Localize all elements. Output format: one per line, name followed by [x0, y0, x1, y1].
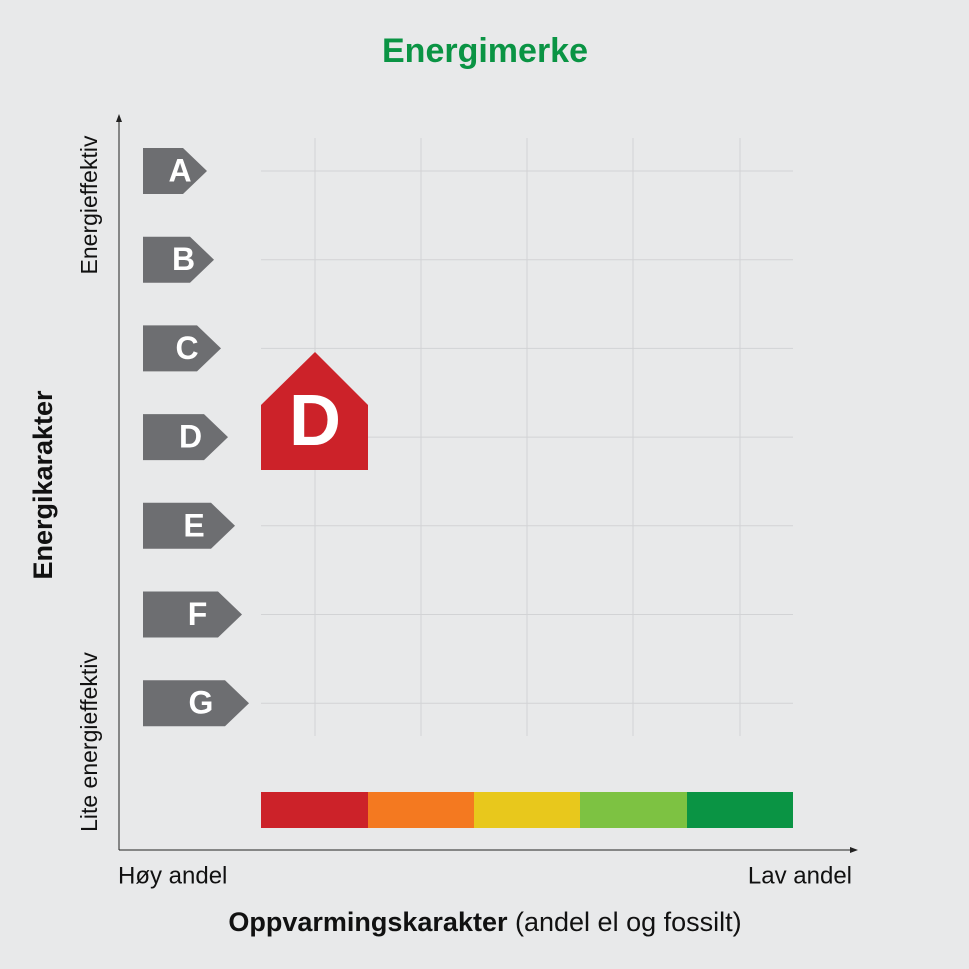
y-bottom-label: Lite energieffektiv: [76, 652, 102, 832]
energy-arrow: [143, 325, 221, 372]
title: Energimerke: [382, 32, 588, 70]
heating-segment: [368, 792, 474, 828]
energy-arrow: [143, 236, 214, 283]
y-top-label: Energieffektiv: [76, 135, 102, 274]
x-right-label: Lav andel: [748, 862, 852, 889]
energy-arrow: [143, 591, 242, 638]
energy-arrow: [143, 148, 207, 194]
energy-letter: C: [175, 330, 198, 366]
energy-letter: E: [183, 507, 204, 543]
energy-letter: B: [172, 241, 195, 277]
heating-segment: [474, 792, 580, 828]
energy-letter: A: [168, 152, 191, 188]
y-axis-arrow: [116, 114, 122, 122]
heating-segment: [261, 792, 368, 828]
energy-letter: F: [188, 596, 208, 632]
energy-letter: G: [189, 685, 214, 721]
heating-segment: [687, 792, 793, 828]
energy-arrows: A B C D E F G: [143, 148, 249, 727]
energy-arrow: [143, 414, 228, 461]
x-axis-note: (andel el og fossilt): [515, 907, 742, 937]
energy-arrow: [143, 680, 249, 727]
rating-house: [261, 352, 368, 470]
x-left-label: Høy andel: [118, 862, 227, 889]
x-axis-label: Oppvarmingskarakter: [228, 907, 508, 937]
heating-segment: [580, 792, 687, 828]
rating-letter: D: [289, 381, 341, 461]
energy-arrow: [143, 502, 235, 549]
y-axis-title: Energikarakter: [28, 390, 58, 580]
x-axis-title: Oppvarmingskarakter (andel el og fossilt…: [228, 907, 741, 937]
current-rating: D: [261, 352, 368, 470]
x-axis-arrow: [850, 847, 858, 853]
energy-letter: D: [179, 419, 202, 455]
heating-scale: [261, 792, 793, 828]
